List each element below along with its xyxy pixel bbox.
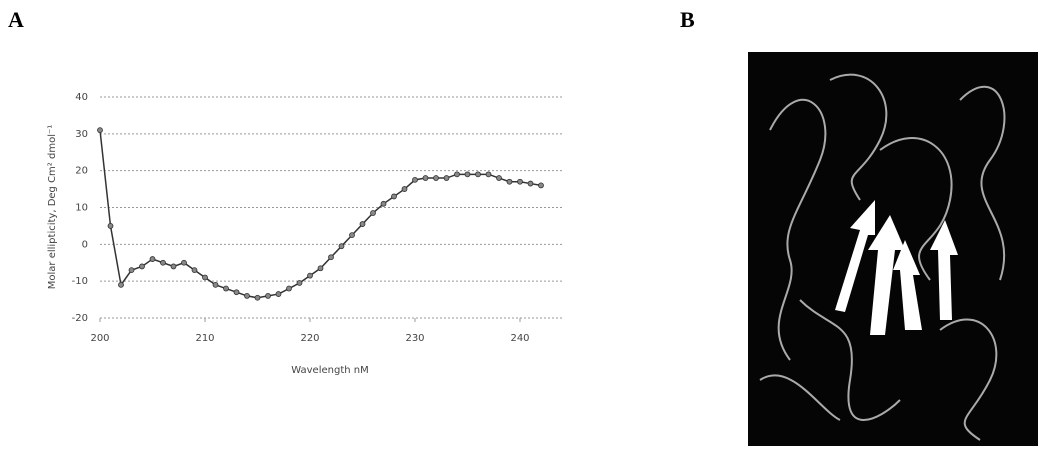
y-axis-label: Molar ellipticity, Deg Cm² dmol⁻¹ [47,125,58,290]
data-point [108,223,113,228]
x-tick-label: 210 [195,333,214,344]
data-point [287,286,292,291]
x-tick-label: 220 [300,333,319,344]
data-point [434,176,439,181]
data-point [444,176,449,181]
data-point [318,266,323,271]
protein-structure [748,52,1038,446]
data-point [402,187,407,192]
data-point [392,194,397,199]
data-point [297,281,302,286]
data-point [339,244,344,249]
data-point [192,268,197,273]
data-point [203,275,208,280]
data-point [455,172,460,177]
y-tick-label: 30 [75,129,88,140]
data-point [255,295,260,300]
data-point [119,282,124,287]
y-tick-label: -20 [72,313,88,324]
data-point [381,201,386,206]
data-point [497,176,502,181]
data-point [224,286,229,291]
x-tick-label: 240 [510,333,529,344]
y-tick-label: 40 [75,92,88,103]
panel-label: B [680,7,695,32]
data-point [140,264,145,269]
data-point [150,257,155,262]
data-point [308,273,313,278]
data-point [161,260,166,265]
y-tick-label: 0 [82,239,88,250]
data-point [528,181,533,186]
data-point [234,290,239,295]
data-point [276,292,281,297]
data-point [371,211,376,216]
panel-label: A [8,7,24,32]
data-point [171,264,176,269]
data-point [423,176,428,181]
y-tick-label: 10 [75,203,88,214]
data-point [329,255,334,260]
data-point [129,268,134,273]
data-point [413,177,418,182]
data-point [360,222,365,227]
x-axis-label: Wavelength nM [291,365,368,376]
data-point [486,172,491,177]
data-point [350,233,355,238]
data-point [213,282,218,287]
y-tick-label: -10 [72,276,88,287]
data-point [465,172,470,177]
y-tick-label: 20 [75,166,88,177]
data-point [266,293,271,298]
data-point [245,293,250,298]
x-tick-label: 200 [90,333,109,344]
data-point [98,128,103,133]
data-point [507,179,512,184]
figure: A B Wavelength nM Molar ellipticity, Deg… [0,0,1042,449]
data-point [182,260,187,265]
x-tick-label: 230 [405,333,424,344]
data-point [476,172,481,177]
data-line [100,130,541,298]
data-point [518,179,523,184]
data-point [539,183,544,188]
